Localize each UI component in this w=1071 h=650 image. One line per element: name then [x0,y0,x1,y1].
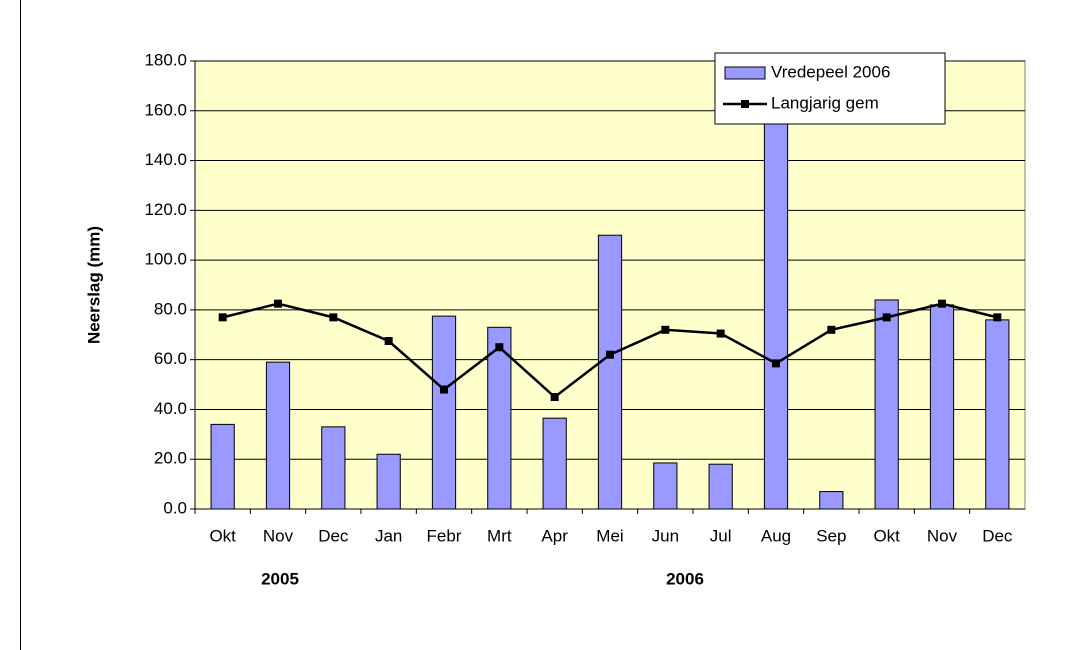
bar [819,491,844,509]
x-tick-label: Jul [710,526,732,545]
bar [708,463,733,509]
x-tick-label: Dec [318,526,349,545]
x-tick-label: Mrt [487,526,512,545]
x-tick-label: Jan [375,526,402,545]
line-marker [329,313,338,322]
x-tick-label: Aug [761,526,791,545]
x-tick-label: Apr [541,526,568,545]
line-marker [993,313,1002,322]
line-marker [772,359,780,368]
bar [929,304,955,509]
bar [653,462,678,509]
bar [265,361,291,509]
bar [487,326,512,509]
legend-marker [741,100,749,108]
bar [376,453,401,509]
x-tick-label: Okt [209,526,236,545]
legend-label: Vredepeel 2006 [771,62,890,81]
bar [431,315,457,509]
line-marker [606,350,614,359]
line-marker [882,313,891,322]
y-tick-label: 60.0 [154,349,187,368]
y-tick-label: 160.0 [144,100,187,119]
y-tick-label: 0.0 [163,498,187,517]
x-tick-label: Mei [596,526,623,545]
y-tick-label: 180.0 [144,50,187,69]
line-marker [495,343,504,352]
bar [321,426,346,509]
year-label: 2005 [261,569,299,588]
bar [874,299,899,509]
y-tick-label: 120.0 [144,200,187,219]
x-tick-label: Dec [982,526,1013,545]
x-tick-label: Nov [263,526,294,545]
x-tick-label: Nov [927,526,958,545]
line-marker [218,313,227,322]
y-tick-label: 100.0 [144,250,187,269]
y-tick-label: 140.0 [144,150,187,169]
legend-swatch [724,66,766,80]
bar [597,234,623,509]
legend-label: Langjarig gem [771,93,879,112]
line-marker [827,325,836,334]
bar [542,417,567,509]
x-tick-label: Okt [873,526,900,545]
line-marker [550,393,559,401]
x-tick-label: Jun [652,526,679,545]
y-tick-label: 20.0 [154,449,187,468]
line-marker [938,299,946,308]
y-axis-label: Neerslag (mm) [84,226,103,344]
year-label: 2006 [666,569,704,588]
line-marker [384,337,393,345]
bar [985,319,1010,509]
y-tick-label: 40.0 [154,399,187,418]
x-tick-label: Febr [427,526,462,545]
bar [210,423,235,509]
legend-box [714,52,946,125]
bar [763,65,789,509]
line-marker [716,329,725,338]
line-marker [274,299,282,308]
line-marker [440,385,448,394]
line-marker [661,325,670,334]
y-tick-label: 80.0 [154,299,187,318]
x-tick-label: Sep [816,526,846,545]
